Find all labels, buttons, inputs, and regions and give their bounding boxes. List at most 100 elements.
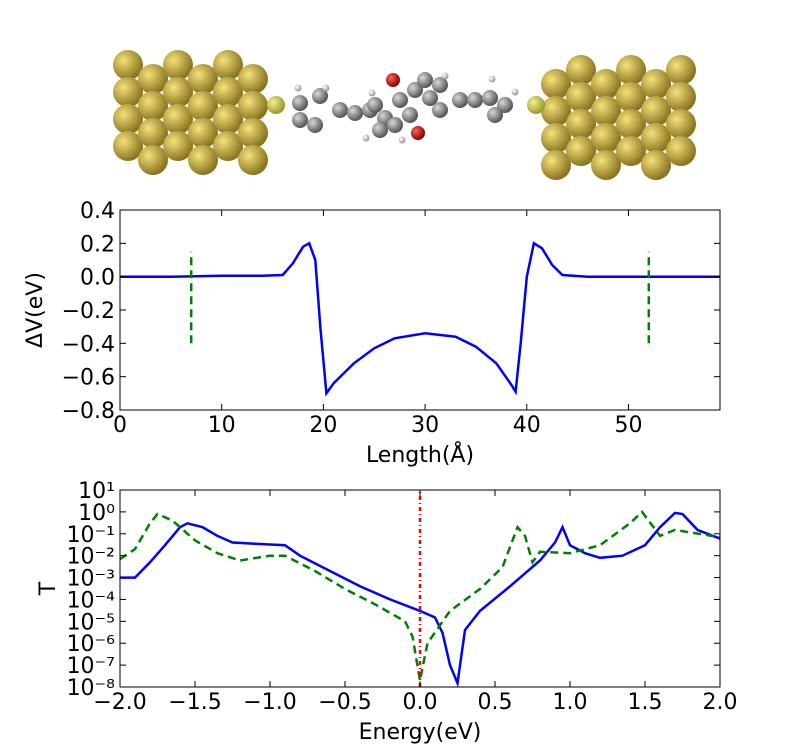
atom (616, 109, 646, 139)
atom (487, 107, 503, 123)
atom (666, 136, 696, 166)
y-tick-label: 10⁻⁶ (67, 632, 116, 657)
atom (411, 126, 425, 140)
x-tick-label: 40 (513, 413, 541, 438)
atom (452, 92, 468, 108)
chart: 0 10 20 30 40 50 −0.8 −0.6 −0.4 −0.2 0.0 0.2 0.4 Leng… (23, 199, 721, 468)
x-tick-label: 0 (113, 413, 127, 438)
atom (213, 77, 243, 107)
y-tick-label: 0.2 (80, 232, 115, 257)
atom (138, 64, 168, 94)
atom (591, 150, 621, 180)
atom (322, 84, 330, 92)
atom (188, 91, 218, 121)
atom (238, 145, 268, 175)
atom (422, 90, 438, 106)
atom (566, 109, 596, 139)
y-axis-label: ΔV(eV) (23, 272, 48, 348)
x-tick-label: −0.5 (318, 690, 371, 715)
atom (616, 136, 646, 166)
y-tick-label: −0.8 (62, 399, 115, 424)
atom (616, 55, 646, 85)
x-tick-label: 1.5 (628, 690, 663, 715)
atom (294, 84, 302, 92)
atom (541, 96, 571, 126)
atom (138, 145, 168, 175)
x-tick-label: 2.0 (703, 690, 738, 715)
x-tick-label: 0.5 (478, 690, 513, 715)
atom (641, 96, 671, 126)
atom (392, 92, 408, 108)
atom (402, 107, 418, 123)
atom (541, 123, 571, 153)
y-tick-label: −0.4 (62, 332, 115, 357)
atom (213, 50, 243, 80)
molecule-illustration (113, 50, 696, 180)
atom (666, 109, 696, 139)
atom (368, 89, 376, 97)
y-tick-label: 10⁻³ (67, 567, 115, 592)
atom (666, 55, 696, 85)
chart: −2.0 −1.5 −1.0 −0.5 0.0 0.5 1.0 1.5 2.010⁻⁸10⁻⁷1… (36, 479, 738, 745)
atom (138, 118, 168, 148)
atom (591, 96, 621, 126)
atom (432, 77, 448, 93)
atom (238, 64, 268, 94)
y-tick-label: 10⁻⁴ (67, 588, 116, 613)
atom (591, 123, 621, 153)
y-tick-label: 10⁻⁵ (67, 610, 115, 635)
atom (432, 102, 448, 118)
x-axis-label: Energy(eV) (359, 720, 482, 745)
atom (292, 95, 308, 111)
atom (488, 75, 496, 83)
atom (541, 69, 571, 99)
atom (541, 150, 571, 180)
atom (591, 69, 621, 99)
atom (482, 90, 498, 106)
atom (163, 131, 193, 161)
atom (417, 72, 433, 88)
atom (113, 131, 143, 161)
y-tick-label: 10⁻² (67, 545, 115, 570)
y-tick-label: −0.6 (62, 366, 115, 391)
data-line (120, 511, 720, 687)
atom (398, 136, 406, 144)
atom (527, 96, 545, 114)
plot-frame (119, 209, 721, 411)
atom (188, 145, 218, 175)
atom (113, 104, 143, 134)
atom (138, 91, 168, 121)
y-tick-label: 0.0 (80, 266, 115, 291)
atom (386, 73, 400, 87)
atom (566, 82, 596, 112)
atom (566, 136, 596, 166)
x-tick-label: 30 (411, 413, 439, 438)
y-tick-label: 10⁰ (78, 501, 115, 526)
y-tick-label: 10⁻⁷ (67, 654, 115, 679)
y-tick-label: 10⁻⁸ (67, 676, 116, 701)
atom (566, 55, 596, 85)
atom (312, 88, 328, 104)
x-tick-label: 20 (309, 413, 337, 438)
y-axis-label: T (36, 581, 61, 596)
x-tick-label: −2.0 (93, 690, 146, 715)
atom (213, 131, 243, 161)
atom (188, 64, 218, 94)
data-line (120, 241, 720, 397)
atom (163, 104, 193, 134)
atom (307, 117, 323, 133)
atom (497, 97, 513, 113)
atom (292, 112, 308, 128)
atom (163, 77, 193, 107)
atom (238, 91, 268, 121)
x-tick-label: 0.0 (403, 690, 438, 715)
atom (238, 118, 268, 148)
atom (113, 50, 143, 80)
x-tick-label: −1.5 (168, 690, 221, 715)
x-tick-label: 50 (614, 413, 642, 438)
data-line (120, 510, 720, 681)
x-tick-label: −1.0 (243, 690, 296, 715)
atom (163, 50, 193, 80)
